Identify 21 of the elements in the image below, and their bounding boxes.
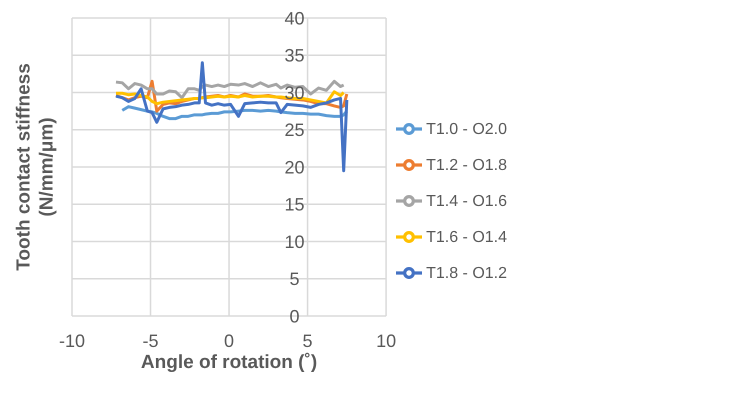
legend-label: T1.2 - O1.8 — [426, 156, 507, 174]
y-tick-label: 20 — [284, 157, 305, 178]
line-series — [114, 80, 346, 100]
y-tick-label: 35 — [284, 46, 305, 66]
x-tick-label: 0 — [224, 330, 234, 351]
legend-label: T1.0 - O2.0 — [426, 120, 507, 138]
y-tick-label: 10 — [284, 232, 305, 252]
x-tick-label: 10 — [376, 330, 396, 351]
x-axis-title: Angle of rotation (˚) — [140, 352, 318, 373]
y-tick-label: 5 — [289, 269, 300, 290]
legend-label: T1.4 - O1.6 — [426, 192, 507, 210]
y-tick-label: 0 — [289, 306, 300, 326]
legend-label: T1.8 - O1.2 — [426, 264, 507, 282]
y-axis-title: Tooth contact stiffness (N/mm/μm) — [14, 63, 58, 271]
y-tick-label: 25 — [284, 120, 305, 140]
y-tick-label: 15 — [284, 194, 305, 215]
line-series — [114, 61, 348, 172]
legend-label: T1.6 - O1.4 — [426, 228, 507, 246]
x-tick-label: -10 — [58, 330, 86, 351]
y-tick-label: 40 — [284, 8, 305, 28]
x-tick-label: -5 — [142, 330, 159, 351]
